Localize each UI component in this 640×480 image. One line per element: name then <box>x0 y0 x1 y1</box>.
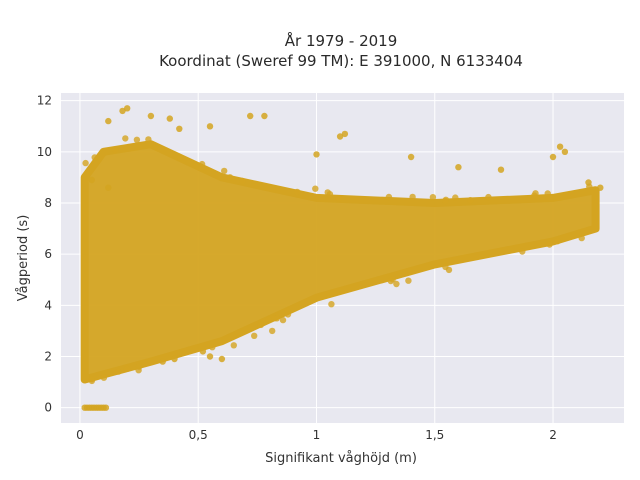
data-point <box>176 125 183 132</box>
data-point <box>145 136 152 143</box>
data-point <box>341 130 349 138</box>
data-point <box>531 192 538 199</box>
data-point <box>442 197 449 205</box>
data-point <box>455 164 462 171</box>
data-point <box>546 241 553 248</box>
data-point <box>257 321 265 329</box>
data-point <box>133 136 141 143</box>
data-point <box>123 365 131 372</box>
data-point-cloud <box>80 140 600 384</box>
data-point <box>445 266 453 274</box>
data-point <box>556 143 564 150</box>
data-point <box>261 112 268 120</box>
data-point <box>124 105 131 112</box>
data-point <box>294 188 301 196</box>
y-tick-label: 0 <box>44 401 52 415</box>
data-point <box>279 316 287 324</box>
data-point <box>393 280 400 288</box>
data-point <box>265 316 272 324</box>
x-tick-label: 0,5 <box>189 428 208 442</box>
data-point <box>585 179 592 186</box>
data-point <box>554 238 561 245</box>
data-point <box>100 374 108 381</box>
data-points <box>80 105 604 411</box>
y-tick-label: 12 <box>37 94 52 108</box>
data-point <box>206 123 214 130</box>
data-point <box>159 358 166 365</box>
x-tick-label: 1,5 <box>425 428 444 442</box>
data-point <box>312 185 319 192</box>
data-point <box>284 311 292 318</box>
x-tick-label: 0 <box>76 428 84 442</box>
data-point <box>147 112 155 120</box>
data-point <box>597 184 604 191</box>
data-point <box>176 154 184 161</box>
chart-title-line-2: Koordinat (Sweref 99 TM): E 391000, N 61… <box>159 52 523 70</box>
data-point <box>199 348 207 355</box>
data-point <box>549 153 557 161</box>
y-tick-label: 4 <box>44 298 52 312</box>
data-point <box>452 194 459 201</box>
tick-labels: 0 0,5 1 1,5 2 0 2 4 6 8 10 12 <box>37 94 557 442</box>
data-point <box>385 193 393 201</box>
data-point <box>119 107 126 115</box>
x-axis-label: Signifikant våghöjd (m) <box>265 451 417 466</box>
data-point <box>221 167 228 175</box>
data-point <box>206 353 214 360</box>
data-point <box>105 184 112 191</box>
data-point <box>326 191 334 198</box>
y-tick-label: 6 <box>44 247 52 261</box>
data-point <box>467 197 474 204</box>
data-point <box>405 277 412 284</box>
y-tick-label: 2 <box>44 349 52 363</box>
data-point <box>88 176 96 184</box>
data-point <box>112 146 119 153</box>
data-point <box>198 160 206 168</box>
data-point <box>226 174 234 181</box>
data-point-zero-period <box>102 404 110 411</box>
data-point <box>519 248 526 255</box>
data-point <box>88 376 96 383</box>
data-point <box>578 234 585 242</box>
y-tick-label: 10 <box>37 145 52 159</box>
data-point <box>105 117 112 125</box>
data-point <box>82 159 89 167</box>
data-point <box>209 344 216 351</box>
y-tick-label: 8 <box>44 196 52 210</box>
data-point <box>273 315 280 322</box>
data-point <box>171 355 178 363</box>
data-point <box>561 148 569 155</box>
data-point <box>230 342 237 349</box>
x-tick-label: 1 <box>313 428 321 442</box>
data-point <box>335 195 343 202</box>
data-point <box>336 133 344 140</box>
data-point <box>409 193 416 201</box>
data-point <box>122 135 129 142</box>
data-point <box>115 368 122 375</box>
data-point <box>387 277 394 285</box>
data-point <box>328 301 335 308</box>
data-point <box>247 112 254 120</box>
data-point <box>239 177 246 185</box>
chart-title-line-1: År 1979 - 2019 <box>285 31 398 50</box>
data-point <box>251 332 258 339</box>
data-point <box>166 115 173 122</box>
data-point <box>218 355 226 363</box>
data-point <box>497 166 505 173</box>
data-point <box>544 190 551 197</box>
x-tick-label: 2 <box>549 428 557 442</box>
data-point <box>407 153 415 161</box>
data-point <box>135 363 143 370</box>
data-point <box>269 327 276 335</box>
data-point <box>313 151 320 158</box>
data-point <box>485 193 492 201</box>
data-point <box>91 154 98 161</box>
y-axis-label: Vågperiod (s) <box>16 215 31 302</box>
data-point <box>429 194 437 201</box>
